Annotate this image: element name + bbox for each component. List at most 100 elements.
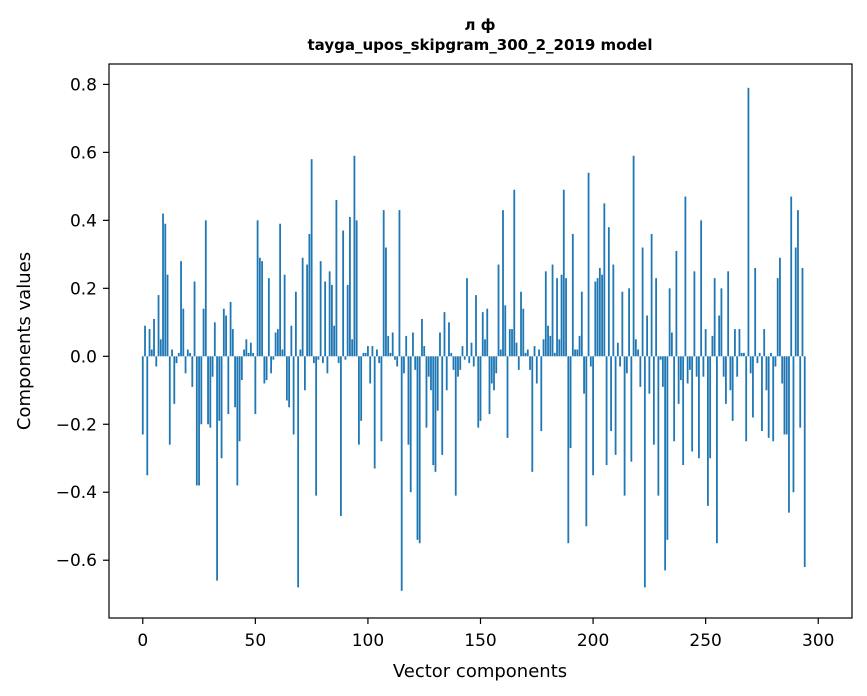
bar-192 (574, 349, 576, 357)
bar-147 (472, 356, 475, 367)
bar-165 (513, 189, 516, 357)
bar-228 (655, 278, 658, 357)
bar-173 (531, 356, 534, 472)
x-tick-label: 100 (352, 631, 384, 651)
bar-230 (659, 356, 662, 360)
bar-259 (725, 356, 727, 404)
bar-39 (229, 301, 232, 357)
bar-139 (454, 356, 457, 496)
bar-155 (490, 356, 493, 384)
bar-129 (432, 356, 435, 466)
y-tick-label: −0.2 (56, 415, 97, 435)
bar-49 (252, 352, 254, 357)
bar-128 (430, 356, 432, 391)
bar-25 (198, 356, 200, 486)
bar-254 (713, 278, 716, 357)
bar-55 (265, 356, 268, 381)
bar-64 (285, 356, 288, 401)
bar-51 (256, 220, 259, 357)
bar-60 (276, 329, 279, 357)
bar-68 (294, 291, 297, 357)
bar-76 (312, 356, 315, 364)
bar-125 (423, 346, 426, 357)
bar-210 (614, 356, 617, 455)
bar-149 (477, 356, 480, 428)
bar-82 (326, 356, 329, 374)
x-tick-label: 50 (245, 631, 267, 651)
bar-224 (646, 315, 649, 357)
bar-140 (457, 356, 459, 377)
bar-269 (747, 87, 750, 357)
bar-20 (186, 349, 189, 357)
bar-220 (637, 349, 640, 357)
bar-27 (202, 308, 205, 357)
bar-217 (630, 356, 633, 462)
bar-251 (707, 356, 709, 506)
y-tick-label: 0.8 (70, 75, 97, 95)
plot-frame (108, 63, 853, 619)
bar-277 (765, 356, 768, 391)
bar-264 (736, 356, 739, 377)
chart-title-line1: л ф (464, 16, 495, 34)
bar-187 (562, 189, 565, 357)
bar-33 (216, 356, 218, 581)
bar-285 (783, 356, 786, 435)
bar-92 (349, 216, 351, 357)
bar-96 (358, 356, 360, 445)
bar-115 (400, 356, 403, 591)
bar-70 (299, 349, 302, 357)
bar-99 (364, 352, 367, 357)
bar-245 (693, 271, 696, 357)
bar-247 (697, 356, 700, 459)
bar-204 (601, 274, 603, 357)
bar-86 (335, 199, 338, 357)
bar-177 (540, 356, 543, 432)
bar-146 (470, 342, 473, 357)
bar-4 (150, 349, 153, 357)
bar-201 (594, 281, 597, 357)
bar-154 (488, 356, 491, 415)
y-tick-label: −0.4 (56, 483, 97, 503)
bar-163 (508, 329, 511, 357)
bar-28 (204, 220, 207, 357)
bar-225 (648, 356, 651, 394)
bar-174 (533, 346, 536, 357)
bar-194 (578, 335, 581, 357)
bar-189 (567, 356, 570, 544)
bar-157 (495, 356, 498, 374)
bar-288 (790, 196, 793, 357)
bar-1 (144, 325, 146, 357)
bar-98 (362, 352, 365, 357)
bar-199 (589, 356, 592, 367)
bar-101 (369, 356, 372, 384)
bar-23 (193, 281, 196, 357)
bar-218 (632, 155, 635, 357)
bar-252 (709, 356, 712, 459)
bar-261 (729, 356, 732, 391)
bar-124 (421, 318, 423, 357)
bar-135 (445, 356, 448, 391)
bar-2 (146, 356, 149, 476)
bar-206 (605, 356, 608, 466)
bar-279 (770, 352, 772, 357)
bar-29 (207, 356, 209, 425)
bar-278 (767, 356, 770, 438)
bar-185 (558, 339, 561, 357)
bar-171 (526, 349, 529, 357)
chart-title-line2: tayga_upos_skipgram_300_2_2019 model (308, 36, 653, 54)
bar-72 (303, 356, 306, 391)
bar-3 (148, 329, 151, 357)
bar-67 (292, 356, 295, 435)
bar-258 (722, 356, 725, 377)
bar-195 (580, 291, 583, 357)
bar-38 (227, 356, 230, 415)
bar-134 (443, 312, 446, 357)
bar-153 (486, 308, 489, 357)
bar-183 (553, 352, 556, 357)
bar-266 (740, 352, 743, 357)
bar-275 (761, 356, 763, 432)
bar-186 (560, 274, 563, 357)
bar-253 (711, 335, 714, 357)
bar-48 (249, 342, 252, 357)
